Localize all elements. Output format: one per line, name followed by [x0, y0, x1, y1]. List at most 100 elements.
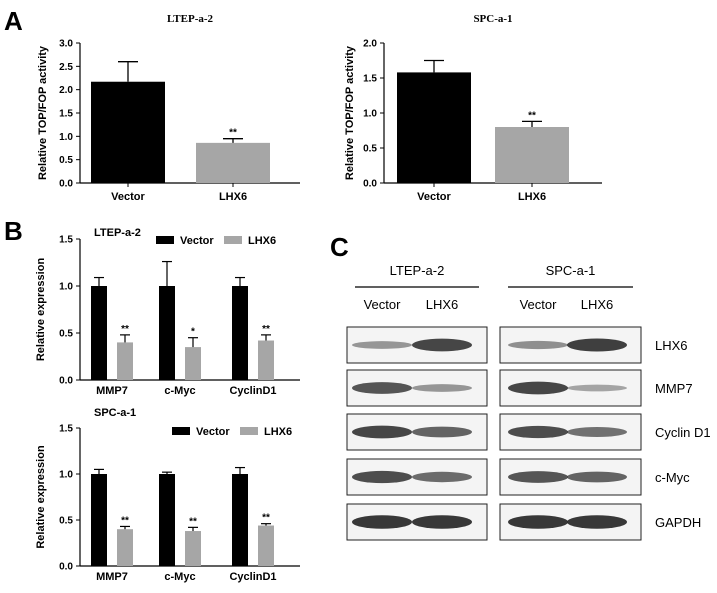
panel-label-c: C [330, 232, 349, 262]
protein-band [567, 384, 627, 392]
bar-lhx6 [185, 347, 201, 380]
x-category-label: CyclinD1 [229, 385, 276, 397]
y-tick-label: 0.5 [363, 144, 377, 155]
chart-title: SPC-a-1 [94, 407, 136, 419]
western-blot: LTEP-a-2 SPC-a-1 Vector LHX6 Vector LHX6 LHX6 M… [346, 263, 711, 541]
protein-band [567, 338, 627, 352]
bar-vector [159, 474, 175, 566]
chart-title: LTEP-a-2 [94, 227, 141, 239]
legend-swatch-vector [172, 427, 190, 435]
y-tick-label: 0.0 [59, 179, 73, 190]
legend-label: LHX6 [264, 426, 292, 438]
protein-band [567, 471, 627, 483]
significance-mark: * [191, 327, 195, 338]
y-tick-label: 0.5 [59, 329, 73, 340]
legend-label: Vector [180, 235, 214, 247]
bar-lhx6 [185, 531, 201, 566]
y-tick-label: 1.5 [59, 109, 73, 120]
x-category-label: c-Myc [164, 571, 195, 583]
bar-lhx6 [495, 127, 569, 183]
panel-label-a: A [4, 6, 23, 36]
protein-label: LHX6 [655, 338, 688, 353]
significance-mark: ** [121, 515, 129, 526]
cell-line-label: SPC-a-1 [546, 263, 596, 278]
x-category-label: MMP7 [96, 571, 128, 583]
cell-line-label: LTEP-a-2 [390, 263, 445, 278]
bar-vector [397, 72, 471, 183]
y-tick-label: 2.0 [363, 39, 377, 50]
bar-vector [91, 81, 165, 183]
y-tick-label: 0.5 [59, 516, 73, 527]
protein-band [412, 471, 472, 483]
bar-vector [91, 474, 107, 566]
significance-mark: ** [121, 324, 129, 335]
legend-swatch-lhx6 [224, 236, 242, 244]
x-category-label: CyclinD1 [229, 571, 276, 583]
bar-vector [91, 286, 107, 380]
chart-a-spc: SPC-a-1 Relative TOP/FOP activity 0.0 0.5 1.… [344, 13, 602, 203]
protein-band [412, 426, 472, 438]
legend-swatch-vector [156, 236, 174, 244]
y-axis-label: Relative expression [35, 258, 47, 362]
bar-lhx6 [258, 525, 274, 566]
y-tick-label: 0.5 [59, 155, 73, 166]
legend-swatch-lhx6 [240, 427, 258, 435]
protein-band [352, 515, 412, 529]
bar-lhx6 [196, 142, 270, 183]
protein-label: c-Myc [655, 470, 690, 485]
y-tick-label: 3.0 [59, 39, 73, 50]
protein-label: GAPDH [655, 515, 701, 530]
chart-a-ltep: LTEP-a-2 Relative TOP/FOP activity 0.0 0.5 1… [37, 13, 300, 203]
y-axis-label: Relative TOP/FOP activity [344, 45, 356, 180]
lane-label: Vector [520, 297, 558, 312]
x-category-label: LHX6 [219, 191, 247, 203]
significance-mark: ** [229, 128, 237, 139]
x-category-label: MMP7 [96, 385, 128, 397]
bar-lhx6 [258, 340, 274, 380]
protein-band [412, 384, 472, 392]
lane-label: LHX6 [581, 297, 614, 312]
y-tick-label: 1.0 [363, 109, 377, 120]
y-tick-label: 0.0 [59, 376, 73, 387]
x-category-label: c-Myc [164, 385, 195, 397]
chart-title: LTEP-a-2 [167, 13, 214, 25]
protein-band [352, 382, 412, 394]
bar-vector [159, 286, 175, 380]
significance-mark: ** [262, 324, 270, 335]
panel-label-b: B [4, 216, 23, 246]
x-category-label: Vector [417, 191, 451, 203]
y-tick-label: 0.0 [363, 179, 377, 190]
lane-label: LHX6 [426, 297, 459, 312]
legend-label: LHX6 [248, 235, 276, 247]
protein-label: MMP7 [655, 381, 693, 396]
y-tick-label: 2.0 [59, 85, 73, 96]
y-tick-label: 1.0 [59, 132, 73, 143]
protein-band [412, 338, 472, 352]
y-tick-label: 1.0 [59, 282, 73, 293]
lane-label: Vector [364, 297, 402, 312]
bar-vector [232, 474, 248, 566]
y-tick-label: 2.5 [59, 62, 73, 73]
bar-vector [232, 286, 248, 380]
chart-b-spc: SPC-a-1 Relative expression 0.0 0.5 1.0 1.5 Ve… [35, 407, 300, 583]
x-category-label: LHX6 [518, 191, 546, 203]
protein-band [352, 341, 412, 349]
significance-mark: ** [262, 513, 270, 524]
y-axis-label: Relative expression [35, 445, 47, 549]
protein-band [352, 470, 412, 484]
protein-band [567, 427, 627, 437]
y-tick-label: 0.0 [59, 562, 73, 573]
protein-label: Cyclin D1 [655, 425, 711, 440]
bar-lhx6 [117, 529, 133, 566]
chart-b-ltep: LTEP-a-2 Relative expression 0.0 0.5 1.0 1.5 V… [35, 227, 300, 397]
protein-band [412, 515, 472, 529]
x-category-label: Vector [111, 191, 145, 203]
protein-band [567, 515, 627, 529]
protein-band [508, 425, 568, 439]
y-axis-label: Relative TOP/FOP activity [37, 45, 49, 180]
protein-band [508, 340, 568, 350]
protein-band [508, 471, 568, 483]
chart-title: SPC-a-1 [473, 13, 512, 25]
protein-band [508, 381, 568, 395]
